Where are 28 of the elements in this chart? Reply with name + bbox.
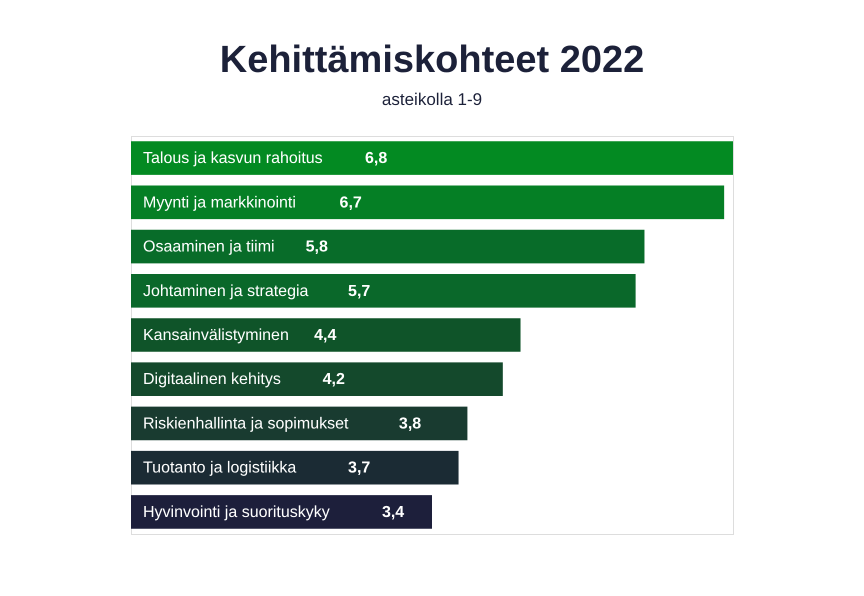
y-tick-label: Johtaminen ja strategia	[143, 282, 309, 300]
y-tick-label: Osaaminen ja tiimi	[143, 238, 275, 256]
bar	[131, 230, 644, 264]
bar	[131, 495, 432, 529]
y-tick-label: Talous ja kasvun rahoitus	[143, 150, 323, 168]
data-label: 3,8	[398, 415, 422, 432]
data-label: 6,8	[365, 150, 388, 168]
y-tick-label: Kansainvälistyminen	[143, 327, 289, 344]
data-label: 6,7	[340, 194, 362, 212]
bar	[131, 318, 521, 352]
data-label: 5,8	[306, 238, 328, 256]
data-label: 4,4	[314, 327, 336, 344]
bar	[131, 450, 459, 484]
data-label: 3,7	[348, 460, 370, 477]
y-tick-label: Hyvinvointi ja suorituskyky	[143, 504, 330, 521]
y-tick-label: Myynti ja markkinointi	[143, 194, 296, 212]
data-label: 3,4	[382, 504, 404, 521]
y-tick-label: Digitaalinen kehitys	[143, 371, 281, 388]
data-label: 5,7	[348, 282, 370, 300]
chart-title: Kehittämiskohteet 2022	[220, 39, 644, 81]
y-tick-label: Tuotanto ja logistiikka	[143, 460, 296, 477]
bar	[131, 362, 503, 396]
y-tick-label: Riskienhallinta ja sopimukset	[143, 415, 349, 432]
data-label: 4,2	[322, 371, 345, 388]
chart-subtitle: asteikolla 1-9	[382, 90, 482, 109]
bar	[131, 274, 636, 308]
bar	[131, 141, 733, 175]
bar	[131, 186, 724, 220]
